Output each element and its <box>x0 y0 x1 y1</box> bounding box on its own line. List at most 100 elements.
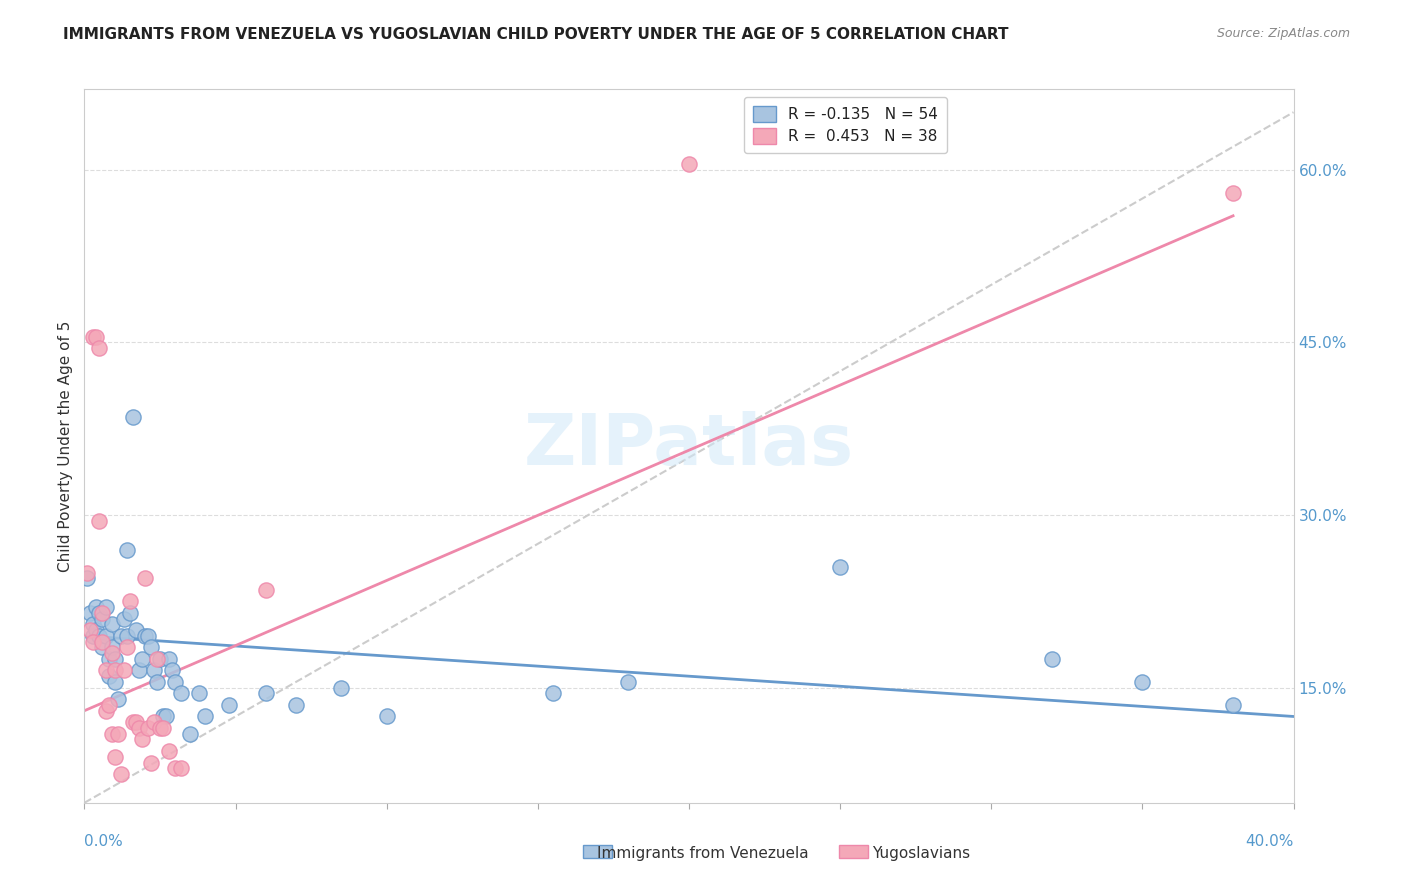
Point <box>125 623 148 637</box>
Point <box>136 629 159 643</box>
Point <box>128 721 150 735</box>
Point <box>89 341 111 355</box>
Point <box>91 606 114 620</box>
Point <box>115 542 138 557</box>
Point <box>285 698 308 712</box>
Point <box>86 329 108 343</box>
Point <box>194 709 217 723</box>
Point <box>131 652 153 666</box>
Point <box>100 727 122 741</box>
Point <box>155 709 177 723</box>
Point <box>152 721 174 735</box>
Point <box>149 721 172 735</box>
Point <box>104 675 127 690</box>
Point <box>617 675 640 690</box>
Point <box>104 664 127 678</box>
Point <box>149 652 172 666</box>
Point <box>100 617 122 632</box>
Point <box>139 640 162 655</box>
Point <box>107 692 129 706</box>
Legend: R = -0.135   N = 54, R =  0.453   N = 38: R = -0.135 N = 54, R = 0.453 N = 38 <box>744 97 948 153</box>
Point <box>91 612 114 626</box>
Point <box>89 629 111 643</box>
Point <box>110 767 132 781</box>
Point <box>82 634 104 648</box>
Point <box>142 715 165 730</box>
Point <box>110 629 132 643</box>
Point <box>86 623 108 637</box>
Point <box>94 629 117 643</box>
Point <box>79 606 101 620</box>
Point <box>1222 698 1244 712</box>
Point <box>112 664 135 678</box>
Point <box>121 410 143 425</box>
Point <box>97 698 120 712</box>
Point <box>76 566 98 580</box>
Point <box>218 698 240 712</box>
Point <box>136 721 159 735</box>
Point <box>134 571 156 585</box>
Point <box>170 761 193 775</box>
Point <box>115 629 138 643</box>
Point <box>100 646 122 660</box>
Point <box>94 600 117 615</box>
Point <box>254 686 277 700</box>
Point <box>107 727 129 741</box>
Point <box>830 559 852 574</box>
Point <box>89 514 111 528</box>
Point <box>76 571 98 585</box>
Point <box>94 664 117 678</box>
Point <box>91 634 114 648</box>
Y-axis label: Child Poverty Under the Age of 5: Child Poverty Under the Age of 5 <box>58 320 73 572</box>
Point <box>89 606 111 620</box>
Point <box>118 594 141 608</box>
Point <box>142 664 165 678</box>
Point <box>152 709 174 723</box>
Point <box>128 664 150 678</box>
Point <box>170 686 193 700</box>
Point <box>146 675 169 690</box>
Point <box>97 669 120 683</box>
Point <box>97 652 120 666</box>
Point <box>330 681 353 695</box>
Point <box>112 612 135 626</box>
Point <box>1130 675 1153 690</box>
Point <box>86 600 108 615</box>
Point <box>254 582 277 597</box>
Point <box>541 686 564 700</box>
Point <box>146 652 169 666</box>
Point <box>131 732 153 747</box>
Point <box>91 640 114 655</box>
Text: 0.0%: 0.0% <box>84 834 124 849</box>
Point <box>94 704 117 718</box>
Point <box>165 675 187 690</box>
Point <box>125 715 148 730</box>
Point <box>104 749 127 764</box>
Point <box>1222 186 1244 200</box>
Point <box>165 761 187 775</box>
Point <box>375 709 398 723</box>
Point <box>134 629 156 643</box>
Point <box>188 686 211 700</box>
Point <box>157 744 180 758</box>
Point <box>118 606 141 620</box>
Point <box>115 640 138 655</box>
Text: IMMIGRANTS FROM VENEZUELA VS YUGOSLAVIAN CHILD POVERTY UNDER THE AGE OF 5 CORREL: IMMIGRANTS FROM VENEZUELA VS YUGOSLAVIAN… <box>63 27 1008 42</box>
Point <box>160 664 183 678</box>
Text: Yugoslavians: Yugoslavians <box>872 846 970 861</box>
Point <box>100 640 122 655</box>
Point <box>82 329 104 343</box>
Point <box>121 715 143 730</box>
Text: ZIPatlas: ZIPatlas <box>524 411 853 481</box>
Point <box>678 157 700 171</box>
Text: Source: ZipAtlas.com: Source: ZipAtlas.com <box>1216 27 1350 40</box>
Text: 40.0%: 40.0% <box>1246 834 1294 849</box>
Point <box>104 652 127 666</box>
Point <box>179 727 201 741</box>
Point <box>1040 652 1063 666</box>
Point <box>82 617 104 632</box>
Text: Immigrants from Venezuela: Immigrants from Venezuela <box>598 846 808 861</box>
Point <box>79 623 101 637</box>
Point <box>82 629 104 643</box>
Point <box>139 756 162 770</box>
